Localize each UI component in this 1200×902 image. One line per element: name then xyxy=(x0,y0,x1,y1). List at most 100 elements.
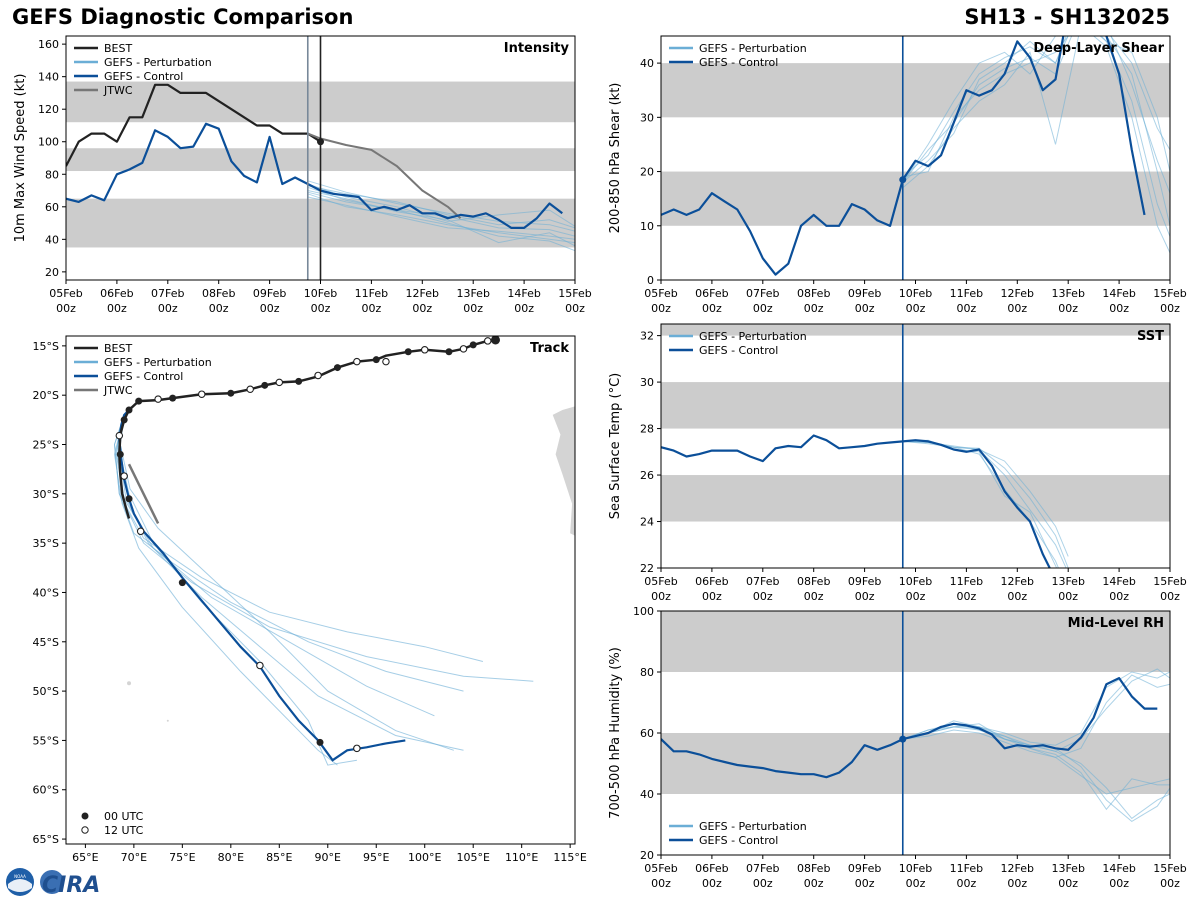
track-point-00utc-9 xyxy=(169,394,177,402)
track-plot-area xyxy=(113,336,575,766)
intensity-perturbation-line-5 xyxy=(307,180,575,232)
track-perturbation-line-7 xyxy=(115,414,435,717)
shear-xtick-hour: 00z xyxy=(1007,302,1027,315)
sst-xtick-date: 05Feb xyxy=(644,575,677,588)
rh-perturbation-line-7 xyxy=(902,726,1170,795)
rh-control-line xyxy=(661,677,1158,779)
intensity-xtick-date: 13Feb xyxy=(456,287,489,300)
track-perturbation-line-6 xyxy=(119,414,454,751)
intensity-xtick-hour: 00z xyxy=(56,302,76,315)
intensity-perturbation-line-4 xyxy=(307,193,575,244)
sst-xtick-date: 06Feb xyxy=(695,575,728,588)
intensity-perturbation-line-9 xyxy=(307,185,575,229)
intensity-plot-area xyxy=(66,36,575,280)
track-legend-label-jtwc: JTWC xyxy=(103,384,133,397)
intensity-ylabel: 10m Max Wind Speed (kt) xyxy=(13,74,28,243)
intensity-best-line xyxy=(66,83,322,167)
intensity-xtick-date: 10Feb xyxy=(304,287,337,300)
track-point-00utc-14 xyxy=(125,406,133,414)
sst-legend-label-control: GEFS - Control xyxy=(699,344,778,357)
shear-plot-area xyxy=(661,36,1170,280)
sst-xtick-hour: 00z xyxy=(651,590,671,603)
sst-ytick-label: 32 xyxy=(640,330,654,343)
noaa-cira-logo: NOAA CIRA xyxy=(4,866,124,898)
intensity-xtick-date: 14Feb xyxy=(507,287,540,300)
sst-perturbation-line-5 xyxy=(902,440,1069,568)
intensity-title: Intensity xyxy=(504,41,570,56)
track-point-00utc-5 xyxy=(333,364,341,372)
sst-ytick-label: 24 xyxy=(640,516,654,529)
shear-perturbation-line-6 xyxy=(902,36,1170,183)
sst-xtick-hour: 00z xyxy=(1058,590,1078,603)
track-ytick-label: 65°S xyxy=(33,833,59,846)
shear-xtick-hour: 00z xyxy=(906,302,926,315)
intensity-legend-label-best: BEST xyxy=(104,42,132,55)
track-ytick-label: 20°S xyxy=(33,389,59,402)
intensity-jtwc-line xyxy=(307,132,462,219)
track-ytick-label: 60°S xyxy=(33,784,59,797)
shear-xtick-date: 07Feb xyxy=(746,287,779,300)
heard-island xyxy=(166,719,169,722)
shear-xtick-hour: 00z xyxy=(804,302,824,315)
cira-globe-icon xyxy=(40,870,64,894)
track-xtick-label: 105°E xyxy=(456,851,489,864)
sst-chart: 22 24 26 28 30 32 05Feb 00z 06Feb 00z 07Feb 00z 08Fe… xyxy=(608,323,1187,603)
track-ytick-label: 15°S xyxy=(33,340,59,353)
rh-xtick-hour: 00z xyxy=(957,877,977,890)
track-point-12utc-3 xyxy=(382,357,390,366)
track-point-12utc-11 xyxy=(120,472,128,480)
shear-xtick-hour: 00z xyxy=(1160,302,1180,315)
intensity-xtick-hour: 00z xyxy=(158,302,178,315)
sst-xtick-hour: 00z xyxy=(1109,590,1129,603)
shear-title: Deep-Layer Shear xyxy=(1033,41,1164,56)
track-legend-label-perturbation: GEFS - Perturbation xyxy=(104,356,212,369)
track-xtick-label: 115°E xyxy=(553,851,586,864)
shear-chart: 0 10 20 30 40 05Feb 00z 06Feb 00z 07Feb 00z 08Feb 00… xyxy=(608,35,1187,315)
rh-xtick-date: 12Feb xyxy=(1001,862,1034,875)
track-control-line xyxy=(118,409,406,762)
intensity-legend-label-jtwc: JTWC xyxy=(103,84,133,97)
intensity-ytick-label: 40 xyxy=(45,233,59,246)
track-point-12utc-9 xyxy=(154,395,162,403)
track-point-00utc-3 xyxy=(404,348,412,356)
intensity-marker-0 xyxy=(317,138,324,146)
shear-xtick-hour: 00z xyxy=(957,302,977,315)
track-ytick-label: 50°S xyxy=(33,685,59,698)
shear-xtick-hour: 00z xyxy=(702,302,722,315)
storm-id: SH13 - SH132025 xyxy=(964,5,1170,29)
shear-perturbation-line-2 xyxy=(902,36,1170,237)
intensity-perturbation-line-6 xyxy=(307,190,575,247)
shear-ylabel: 200-850 hPa Shear (kt) xyxy=(608,83,623,234)
sst-xtick-date: 08Feb xyxy=(797,575,830,588)
intensity-ytick-label: 140 xyxy=(38,71,59,84)
shear-xtick-date: 11Feb xyxy=(950,287,983,300)
sst-xtick-hour: 00z xyxy=(753,590,773,603)
rh-perturbation-line-4 xyxy=(902,674,1170,758)
intensity-xtick-date: 11Feb xyxy=(355,287,388,300)
track-point-00utc-4 xyxy=(372,356,380,364)
rh-legend-label-control: GEFS - Control xyxy=(699,834,778,847)
track-point-12utc-8 xyxy=(197,390,206,398)
track-map: 15°S 20°S 25°S 30°S 35°S 40°S 45°S 50°S 55°S 60°S… xyxy=(33,335,587,864)
rh-xtick-hour: 00z xyxy=(1007,877,1027,890)
track-point-12utc-0 xyxy=(483,337,492,345)
rh-xtick-hour: 00z xyxy=(1058,877,1078,890)
track-jtwc-line xyxy=(127,463,160,524)
track-point-12utc-6 xyxy=(275,378,284,387)
sst-xtick-date: 12Feb xyxy=(1001,575,1034,588)
track-xtick-label: 100°E xyxy=(408,851,441,864)
sst-xtick-hour: 00z xyxy=(906,590,926,603)
sst-ytick-label: 22 xyxy=(640,562,654,575)
rh-xtick-hour: 00z xyxy=(855,877,875,890)
intensity-xtick-date: 06Feb xyxy=(100,287,133,300)
rh-plot-area xyxy=(661,611,1170,855)
rh-ytick-label: 80 xyxy=(640,666,654,679)
sst-xtick-hour: 00z xyxy=(702,590,722,603)
rh-chart: 20 40 60 80 100 05Feb 00z 06Feb 00z 07Feb 00z 08Feb… xyxy=(608,605,1187,890)
track-ytick-label: 35°S xyxy=(33,537,59,550)
intensity-legend-label-perturbation: GEFS - Perturbation xyxy=(104,56,212,69)
intensity-xtick-date: 12Feb xyxy=(406,287,439,300)
track-point-12utc-14 xyxy=(353,744,361,753)
rh-xtick-hour: 00z xyxy=(906,877,926,890)
track-xtick-label: 110°E xyxy=(505,851,538,864)
